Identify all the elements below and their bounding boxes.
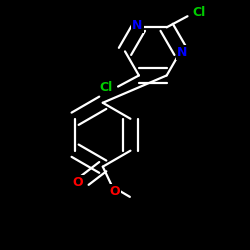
Text: Cl: Cl bbox=[192, 6, 206, 20]
Text: O: O bbox=[72, 176, 83, 189]
Text: N: N bbox=[132, 20, 143, 32]
Text: N: N bbox=[177, 46, 187, 59]
Text: Cl: Cl bbox=[100, 82, 113, 94]
Text: O: O bbox=[110, 185, 120, 198]
